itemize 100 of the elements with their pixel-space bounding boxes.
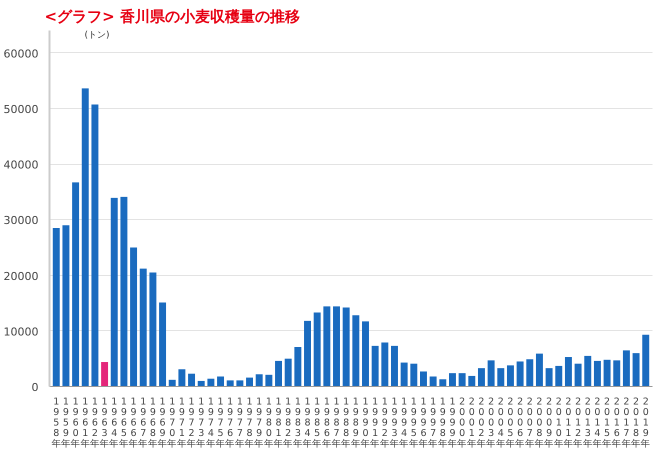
x-tick-label: 1973年 bbox=[196, 396, 206, 450]
x-tick-label: 1976年 bbox=[225, 396, 236, 450]
bar bbox=[536, 354, 543, 386]
bar bbox=[198, 380, 205, 386]
bar bbox=[632, 353, 640, 386]
x-tick-label: 2013年 bbox=[582, 396, 593, 450]
bar bbox=[304, 320, 311, 386]
x-tick-label: 1977年 bbox=[234, 396, 245, 450]
x-tick-label: 2004年 bbox=[496, 396, 506, 450]
bar bbox=[546, 368, 553, 386]
annotation: (トン) bbox=[84, 30, 110, 40]
bar bbox=[256, 374, 263, 386]
x-tick-label: 2009年 bbox=[544, 396, 554, 450]
bar bbox=[381, 342, 388, 386]
x-tick-label: 2014年 bbox=[592, 396, 602, 450]
bar bbox=[130, 247, 138, 386]
x-tick-label: 1984年 bbox=[302, 396, 313, 450]
x-tick-label: 1981年 bbox=[274, 396, 284, 450]
x-tick-label: 2001年 bbox=[466, 396, 477, 450]
bar bbox=[91, 104, 98, 386]
x-tick-label: 1974年 bbox=[206, 396, 216, 450]
bar bbox=[400, 362, 408, 386]
bar bbox=[410, 364, 418, 386]
bar bbox=[430, 376, 437, 386]
x-tick-label: 1986年 bbox=[322, 396, 332, 450]
x-tick-label: 1969年 bbox=[158, 396, 168, 450]
x-tick-label: 1966年 bbox=[128, 396, 139, 450]
x-tick-label: 1980年 bbox=[264, 396, 274, 450]
bar bbox=[101, 362, 108, 386]
bar bbox=[584, 356, 592, 386]
bar bbox=[594, 360, 601, 386]
bar bbox=[372, 346, 379, 386]
x-tick-label: 1975年 bbox=[216, 396, 226, 450]
bar bbox=[458, 373, 466, 386]
x-tick-label: 1996年 bbox=[418, 396, 428, 450]
x-tick-label: 1968年 bbox=[148, 396, 158, 450]
y-tick-label: 60000 bbox=[4, 47, 39, 60]
bar bbox=[478, 368, 485, 386]
x-tick-label: 2011年 bbox=[563, 396, 574, 450]
x-tick-label: 1958年 bbox=[51, 396, 62, 450]
bar bbox=[226, 380, 234, 386]
bar bbox=[468, 376, 476, 386]
bar bbox=[574, 364, 582, 386]
bar bbox=[497, 368, 504, 386]
x-tick-label: 1997年 bbox=[428, 396, 438, 450]
bar bbox=[246, 378, 254, 386]
x-tick-label: 1988年 bbox=[341, 396, 352, 450]
bar bbox=[168, 380, 176, 386]
bar bbox=[217, 376, 224, 386]
bar bbox=[564, 357, 572, 386]
bar bbox=[352, 315, 360, 386]
bar bbox=[323, 306, 330, 386]
bar bbox=[140, 268, 147, 386]
bar bbox=[284, 358, 292, 386]
x-tick-label: 1972年 bbox=[186, 396, 197, 450]
x-tick-label: 1985年 bbox=[312, 396, 322, 450]
y-tick-label: 0 bbox=[32, 381, 38, 394]
bar bbox=[506, 365, 514, 386]
bar bbox=[448, 373, 456, 386]
bar bbox=[642, 334, 650, 386]
bar bbox=[62, 225, 70, 386]
x-tick-label: 2005年 bbox=[505, 396, 516, 450]
x-tick-label: 1964年 bbox=[109, 396, 120, 450]
bar bbox=[159, 302, 166, 386]
x-tick-label: 1983年 bbox=[292, 396, 303, 450]
x-tick-label: 2000年 bbox=[457, 396, 468, 450]
x-tick-label: 1992年 bbox=[380, 396, 390, 450]
bar bbox=[82, 88, 89, 386]
y-tick-label: 20000 bbox=[4, 270, 39, 283]
x-tick-label: 1970年 bbox=[167, 396, 178, 450]
bar bbox=[488, 360, 495, 386]
bar bbox=[342, 308, 350, 386]
x-tick-label: 1960年 bbox=[70, 396, 81, 450]
bar bbox=[188, 374, 196, 386]
bar bbox=[110, 198, 118, 386]
x-tick-label: 1994年 bbox=[399, 396, 410, 450]
x-tick-label: 1965年 bbox=[118, 396, 129, 450]
x-tick-label: 1982年 bbox=[283, 396, 294, 450]
x-tick-label: 1963年 bbox=[100, 396, 110, 450]
bar bbox=[622, 350, 630, 386]
x-tick-label: 2015年 bbox=[602, 396, 612, 450]
x-tick-label: 2002年 bbox=[476, 396, 486, 450]
bar bbox=[516, 361, 524, 386]
bar bbox=[362, 321, 369, 386]
bar bbox=[178, 369, 186, 386]
y-tick-label: 30000 bbox=[4, 214, 39, 228]
bar bbox=[333, 306, 340, 386]
bar bbox=[52, 228, 60, 386]
x-tick-label: 1993年 bbox=[389, 396, 400, 450]
x-tick-label: 1962年 bbox=[90, 396, 100, 450]
x-tick-label: 1998年 bbox=[438, 396, 448, 450]
x-tick-label: 1991年 bbox=[370, 396, 380, 450]
x-tick-label: 2017年 bbox=[621, 396, 632, 450]
bar bbox=[120, 196, 128, 386]
x-tick-label: 1999年 bbox=[447, 396, 458, 450]
x-tick-label: 2007年 bbox=[524, 396, 535, 450]
bar bbox=[236, 380, 244, 386]
bar bbox=[275, 360, 282, 386]
y-tick-label: 40000 bbox=[4, 158, 39, 172]
bar bbox=[613, 360, 620, 386]
